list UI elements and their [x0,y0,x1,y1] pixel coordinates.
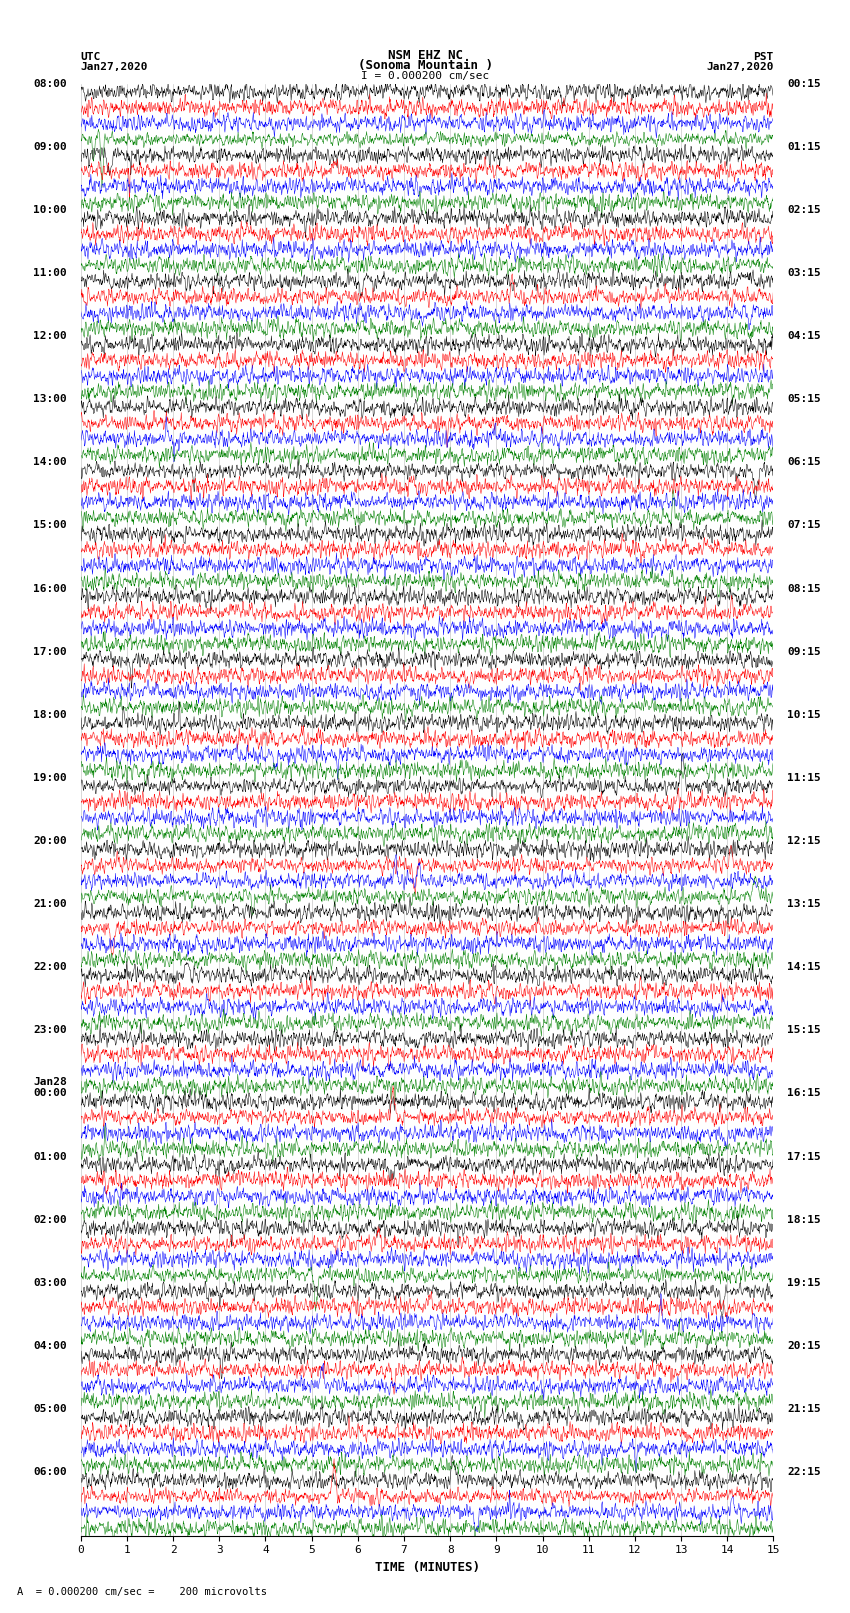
Text: 17:15: 17:15 [787,1152,821,1161]
Text: Jan27,2020: Jan27,2020 [706,61,774,71]
X-axis label: TIME (MINUTES): TIME (MINUTES) [375,1561,479,1574]
Text: 22:15: 22:15 [787,1468,821,1478]
Text: 04:00: 04:00 [33,1340,67,1352]
Text: 00:15: 00:15 [787,79,821,89]
Text: 08:15: 08:15 [787,584,821,594]
Text: 09:00: 09:00 [33,142,67,152]
Text: (Sonoma Mountain ): (Sonoma Mountain ) [358,58,492,71]
Text: 08:00: 08:00 [33,79,67,89]
Text: 10:00: 10:00 [33,205,67,215]
Text: 18:00: 18:00 [33,710,67,719]
Text: 01:00: 01:00 [33,1152,67,1161]
Text: 11:00: 11:00 [33,268,67,277]
Text: 16:00: 16:00 [33,584,67,594]
Text: 21:00: 21:00 [33,898,67,910]
Text: PST: PST [753,52,774,63]
Text: 05:00: 05:00 [33,1403,67,1415]
Text: 02:15: 02:15 [787,205,821,215]
Text: NSM EHZ NC: NSM EHZ NC [388,48,462,63]
Text: 18:15: 18:15 [787,1215,821,1224]
Text: 05:15: 05:15 [787,394,821,405]
Text: 10:15: 10:15 [787,710,821,719]
Text: A  = 0.000200 cm/sec =    200 microvolts: A = 0.000200 cm/sec = 200 microvolts [17,1587,267,1597]
Text: 17:00: 17:00 [33,647,67,656]
Text: 23:00: 23:00 [33,1026,67,1036]
Text: 09:15: 09:15 [787,647,821,656]
Text: 11:15: 11:15 [787,773,821,782]
Text: 13:00: 13:00 [33,394,67,405]
Text: 20:15: 20:15 [787,1340,821,1352]
Text: I = 0.000200 cm/sec: I = 0.000200 cm/sec [361,71,489,82]
Text: 06:00: 06:00 [33,1468,67,1478]
Text: Jan27,2020: Jan27,2020 [81,61,148,71]
Text: 07:15: 07:15 [787,521,821,531]
Text: 16:15: 16:15 [787,1089,821,1098]
Text: 19:00: 19:00 [33,773,67,782]
Text: 06:15: 06:15 [787,458,821,468]
Text: 15:00: 15:00 [33,521,67,531]
Text: 12:15: 12:15 [787,836,821,845]
Text: 12:00: 12:00 [33,331,67,340]
Text: 14:15: 14:15 [787,963,821,973]
Text: 15:15: 15:15 [787,1026,821,1036]
Text: 13:15: 13:15 [787,898,821,910]
Text: 19:15: 19:15 [787,1277,821,1287]
Text: 22:00: 22:00 [33,963,67,973]
Text: UTC: UTC [81,52,101,63]
Text: 03:15: 03:15 [787,268,821,277]
Text: 02:00: 02:00 [33,1215,67,1224]
Text: 04:15: 04:15 [787,331,821,340]
Text: 21:15: 21:15 [787,1403,821,1415]
Text: 20:00: 20:00 [33,836,67,845]
Text: 01:15: 01:15 [787,142,821,152]
Text: 03:00: 03:00 [33,1277,67,1287]
Text: Jan28
00:00: Jan28 00:00 [33,1077,67,1098]
Text: 14:00: 14:00 [33,458,67,468]
